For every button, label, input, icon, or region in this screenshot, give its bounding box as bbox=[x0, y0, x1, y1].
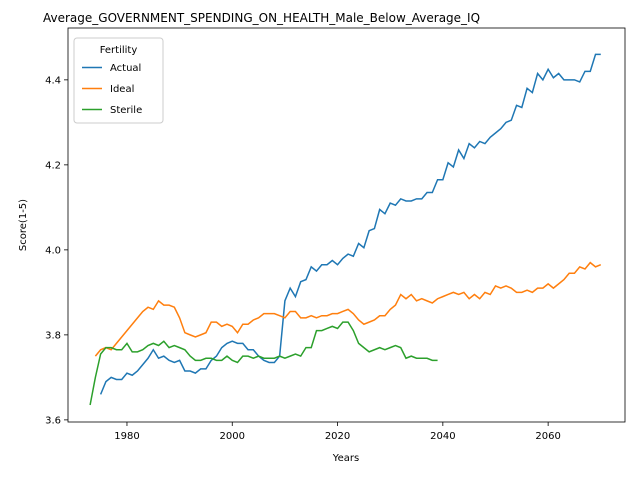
y-tick-label: 4.0 bbox=[45, 245, 61, 256]
x-tick-label: 2020 bbox=[325, 431, 350, 442]
series-line bbox=[89, 321, 438, 406]
legend-label: Sterile bbox=[110, 105, 142, 116]
x-tick-label: 2060 bbox=[535, 431, 560, 442]
y-tick-label: 3.8 bbox=[45, 330, 61, 341]
y-tick-label: 4.2 bbox=[45, 160, 61, 171]
x-tick-label: 2040 bbox=[430, 431, 455, 442]
series-line bbox=[99, 53, 601, 395]
plot-frame bbox=[67, 27, 626, 423]
y-tick-label: 3.6 bbox=[45, 415, 61, 426]
series-line bbox=[94, 261, 602, 357]
x-axis-label: Years bbox=[332, 453, 359, 464]
legend-title: Fertility bbox=[100, 45, 138, 56]
legend-label: Actual bbox=[110, 63, 141, 74]
x-tick-label: 1980 bbox=[114, 431, 139, 442]
x-tick-label: 2000 bbox=[220, 431, 245, 442]
legend-label: Ideal bbox=[110, 84, 134, 95]
y-tick-label: 4.4 bbox=[45, 75, 61, 86]
y-axis-label: Score(1-5) bbox=[18, 199, 29, 251]
chart-title: Average_GOVERNMENT_SPENDING_ON_HEALTH_Ma… bbox=[43, 11, 480, 25]
legend-box bbox=[73, 37, 164, 124]
